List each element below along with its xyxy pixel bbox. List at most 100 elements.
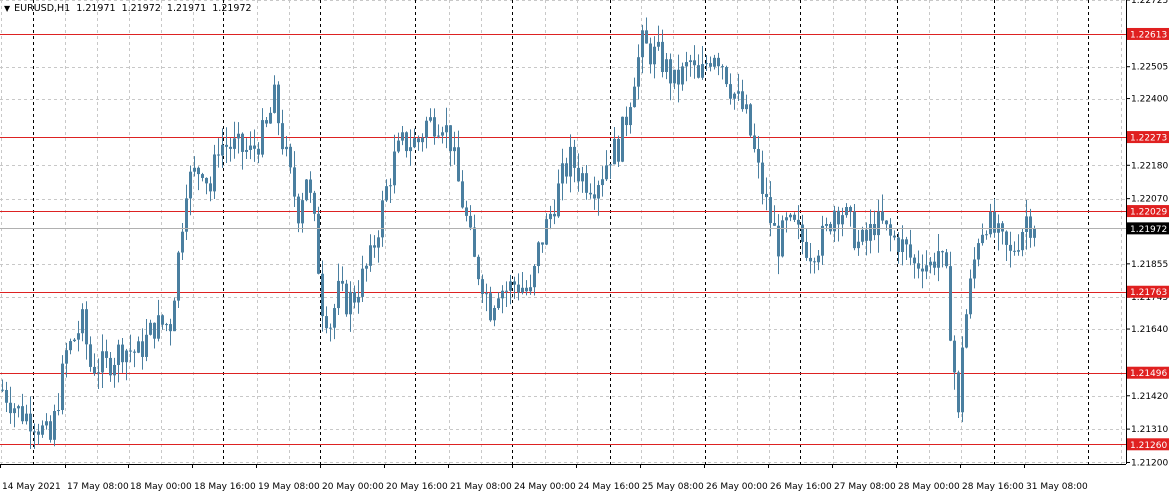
candle [889,218,892,252]
candle [721,64,724,80]
candle-body [717,57,720,67]
x-tick-label: 26 May 00:00 [706,482,768,492]
candle [141,328,144,370]
candle-body [201,174,204,178]
candle [961,336,964,423]
candle [289,143,292,174]
candle-body [13,408,16,414]
candle-body [293,167,296,197]
candle-body [937,251,940,268]
candle [21,393,24,425]
candle [1,379,4,393]
candle [681,62,684,91]
candle-body [461,181,464,208]
candle-body [221,144,224,156]
candle [537,241,540,274]
candle [949,251,952,342]
candle [601,166,604,197]
candle-body [369,245,372,266]
candle [461,170,464,209]
candle [913,254,916,279]
candle-body [209,183,212,192]
candle-body [773,223,776,226]
candle-body [81,309,84,334]
candle-body [557,183,560,217]
candle [349,281,352,332]
candle [197,166,200,191]
chart-header: ▼ EURUSD,H1 1.21971 1.21972 1.21971 1.219… [4,3,255,14]
candle-body [929,261,932,266]
candle [533,264,536,296]
candle-body [893,235,896,238]
candle [101,334,104,389]
price-scale[interactable]: 1.22725 1.22505 1.22400 1.22180 1.22070 1.218… [1126,0,1168,468]
candle [841,207,844,237]
candle-body [373,245,376,248]
candle-body [853,211,856,249]
candle-body [941,251,944,253]
candle [605,150,608,181]
candle [909,229,912,266]
candle [821,215,824,266]
candle [1033,225,1036,247]
candle-body [185,198,188,232]
candle [817,250,820,271]
candle [777,214,780,275]
candle [161,314,164,330]
candle-body [477,256,480,280]
candle-body [641,30,644,58]
candle [825,217,828,232]
candle [401,126,404,146]
candle-body [257,148,260,155]
candle-body [789,214,792,218]
candle [201,172,204,182]
candle [57,393,60,416]
candle [73,338,76,342]
candle [13,403,16,428]
candle [685,51,688,82]
candle-body [433,117,436,137]
candle [865,222,868,256]
candle-body [57,410,60,412]
menu-triangle-icon[interactable]: ▼ [4,4,11,13]
candle-body [725,67,728,85]
candle [649,37,652,74]
candle [905,236,908,260]
candle [213,144,216,200]
candle [245,138,248,160]
candle-body [665,59,668,73]
candle-body [661,41,664,73]
level-label-bg [1127,27,1169,40]
candle-body [785,217,788,221]
candle-body [997,223,1000,233]
candle [389,178,392,203]
horizontal-levels[interactable] [0,34,1126,445]
candle [801,214,804,255]
candle [657,25,660,51]
candle-body [525,287,528,292]
candle-body [1,389,4,391]
candle [117,339,120,383]
candle-body [793,214,796,220]
candle-body [513,281,516,285]
candle [369,234,372,272]
candle [181,223,184,261]
candle-body [633,86,636,108]
candle-body [133,351,136,353]
candle [337,263,340,316]
candle [857,230,860,256]
time-scale[interactable]: 14 May 2021 17 May 08:00 18 May 00:00 18 Ma… [0,464,1088,492]
candle [877,199,880,253]
candle-body [301,200,304,224]
candle [361,255,364,302]
candle-body [429,117,432,121]
candle-body [529,287,532,292]
candle-body [493,308,496,321]
candle [265,117,268,128]
candle [293,151,296,207]
candle [861,226,864,246]
candle-body [933,261,936,268]
x-tick-label: 18 May 00:00 [130,482,192,492]
candle [69,338,72,355]
